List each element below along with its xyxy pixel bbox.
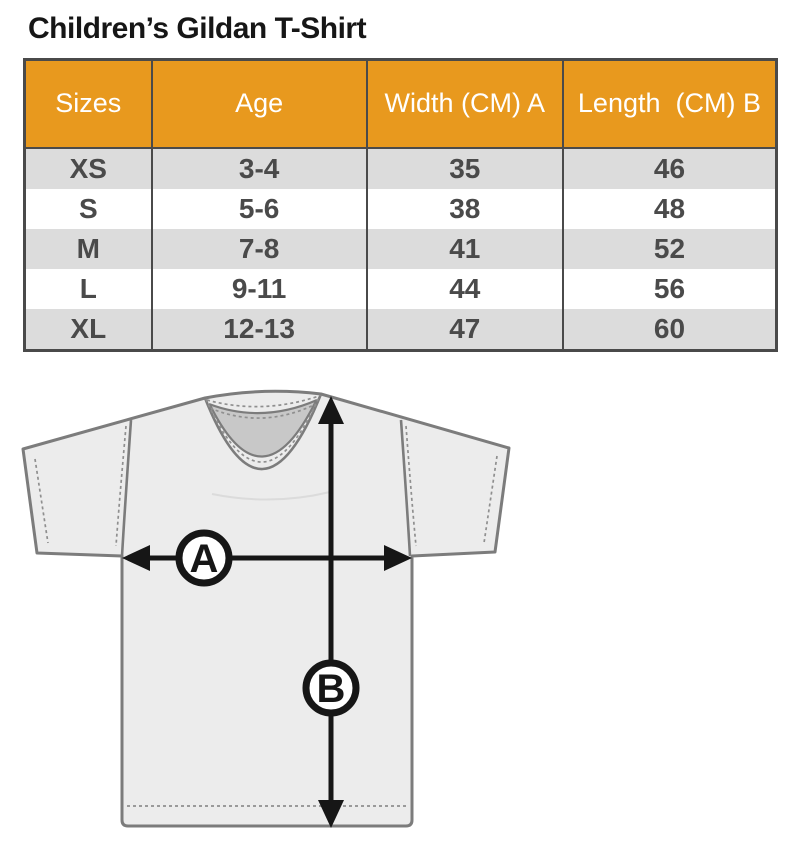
table-cell: XS <box>23 147 153 189</box>
table-cell: 5-6 <box>150 188 368 229</box>
right-sleeve-stitch <box>483 455 498 544</box>
table-cell: 41 <box>365 228 564 269</box>
width-arrow-left-head <box>122 545 150 571</box>
table-cell: 9-11 <box>150 268 368 309</box>
chest-fold <box>211 491 331 501</box>
page-title: Children’s Gildan T-Shirt <box>28 12 367 45</box>
table-cell: 60 <box>561 308 778 350</box>
tshirt-diagram: A B <box>21 389 511 828</box>
table-cell: XL <box>23 308 153 350</box>
table-cell: 38 <box>365 188 564 229</box>
length-arrow-bottom-head <box>318 800 344 828</box>
table-row: XL 12-13 47 60 <box>23 308 778 350</box>
length-marker-letter: B <box>317 667 346 711</box>
table-row: M 7-8 41 52 <box>23 228 778 269</box>
length-arrow-top-head <box>318 396 344 424</box>
collar-inside <box>210 401 316 457</box>
collar-band-bottom <box>208 398 318 415</box>
table-cell: S <box>23 188 153 229</box>
table-cell: 3-4 <box>150 147 368 189</box>
table-row: XS 3-4 35 46 <box>23 147 778 189</box>
front-neck-stitch <box>205 394 321 463</box>
table-cell: 46 <box>561 147 778 189</box>
table-cell: 44 <box>365 268 564 309</box>
column-header: Width (CM) A <box>365 58 564 149</box>
table-cell: 52 <box>561 228 778 269</box>
table-cell: 12-13 <box>150 308 368 350</box>
width-arrow-right-head <box>384 545 412 571</box>
table-head: Sizes Age Width (CM) A Length (CM) B <box>23 58 778 149</box>
table-header-row: Sizes Age Width (CM) A Length (CM) B <box>23 58 778 149</box>
collar-inner-neckline <box>209 400 317 458</box>
right-armhole-seam <box>399 419 412 557</box>
table-row: S 5-6 38 48 <box>23 188 778 229</box>
left-sleeve-stitch <box>34 458 49 544</box>
width-marker-letter: A <box>190 537 219 581</box>
column-header: Sizes <box>23 58 153 149</box>
table-cell: 56 <box>561 268 778 309</box>
tshirt-outline <box>21 389 511 828</box>
column-header: Length (CM) B <box>561 58 778 149</box>
collar-stitch-bottom <box>209 403 317 419</box>
width-marker-circle <box>175 529 233 587</box>
front-neckline <box>203 393 323 471</box>
left-armhole-seam <box>120 419 133 557</box>
column-header: Age <box>150 58 368 149</box>
table-cell: 47 <box>365 308 564 350</box>
collar-stitch-top <box>206 395 320 408</box>
table-cell: M <box>23 228 153 269</box>
table-cell: 48 <box>561 188 778 229</box>
table-body: XS 3-4 35 46 S 5-6 38 48 M 7-8 41 52 L 9-11 44 56 XL 12-1… <box>23 147 778 350</box>
table-cell: 35 <box>365 147 564 189</box>
length-marker-circle <box>302 659 360 717</box>
table-cell: 7-8 <box>150 228 368 269</box>
table-cell: L <box>23 268 153 309</box>
table-row: L 9-11 44 56 <box>23 268 778 309</box>
size-table: Sizes Age Width (CM) A Length (CM) B XS 3-4 3… <box>23 58 778 352</box>
